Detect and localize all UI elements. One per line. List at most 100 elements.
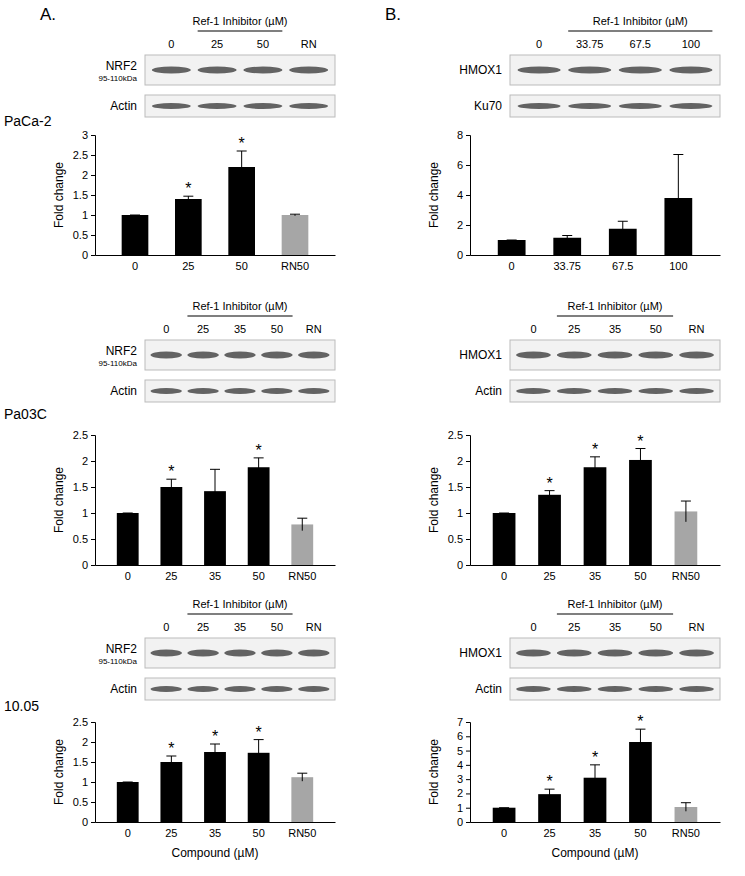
- error-bar: [562, 236, 572, 241]
- error-stem: [215, 469, 216, 513]
- x-axis: 0253550RN50: [471, 822, 721, 839]
- y-tick: 3: [457, 773, 470, 785]
- y-tick: 2: [457, 787, 470, 799]
- y-tick-label: 8: [457, 129, 463, 141]
- x-tick-label: 35: [209, 827, 221, 839]
- lane-label: 0: [536, 38, 542, 50]
- y-tick-label: 0.5: [448, 533, 463, 545]
- blot-band: [598, 686, 633, 692]
- y-tick: 8: [457, 129, 470, 141]
- y-axis: 01234567: [457, 716, 471, 828]
- x-axis-line: [471, 565, 721, 566]
- x-tick: 50: [634, 565, 646, 582]
- error-bar: [123, 782, 133, 783]
- blot-band: [638, 352, 673, 359]
- blot-band: [669, 103, 712, 109]
- y-tick-mark: [466, 135, 470, 136]
- y-tick-label: 0: [82, 559, 88, 571]
- blot-image: [145, 638, 335, 668]
- x-axis-title: Compound (µM): [552, 846, 639, 860]
- y-tick-label: 1: [457, 507, 463, 519]
- error-stem: [678, 155, 679, 242]
- error-bar: [166, 479, 176, 495]
- blot-label: Actin: [475, 682, 502, 696]
- x-tick-label: RN50: [288, 827, 316, 839]
- y-tick: 3: [82, 129, 95, 141]
- x-tick-label: 25: [165, 570, 177, 582]
- x-tick-label: RN50: [672, 827, 700, 839]
- panel-label: B.: [385, 5, 401, 24]
- plot-marks: [493, 449, 698, 565]
- bar: [538, 495, 561, 565]
- significance: *: [592, 749, 598, 766]
- y-tick-label: 0.5: [73, 796, 88, 808]
- blot-band: [598, 650, 633, 657]
- blot-band: [598, 388, 633, 394]
- blot-header: Ref-1 Inhibitor (µM): [193, 598, 288, 610]
- blot-band: [187, 388, 218, 394]
- blot-band: [261, 650, 292, 657]
- y-tick-label: 4: [457, 759, 463, 771]
- significance: *: [256, 442, 262, 459]
- error-stem: [215, 744, 216, 760]
- error-stem: [171, 756, 172, 768]
- error-cap: [681, 501, 691, 502]
- y-tick-label: 1.5: [448, 481, 463, 493]
- x-axis-line: [96, 565, 336, 566]
- error-bar: [590, 457, 600, 478]
- blot-band: [619, 67, 662, 74]
- error-bar: [545, 491, 555, 499]
- blot-band: [568, 103, 611, 109]
- y-tick-label: 6: [457, 730, 463, 742]
- lane-label: 0: [163, 621, 169, 633]
- blot-image: [145, 55, 335, 85]
- blot-image: [510, 380, 720, 402]
- x-axis: 0253550RN50: [471, 565, 721, 582]
- x-tick-label: 25: [543, 570, 555, 582]
- error-stem: [302, 518, 303, 530]
- blot-band: [151, 650, 182, 657]
- plot-marks: [122, 151, 309, 255]
- y-axis-line: [466, 136, 471, 256]
- blot-label: Actin: [110, 682, 137, 696]
- y-tick: 4: [457, 189, 470, 201]
- blot-band: [198, 67, 237, 74]
- error-bar: [166, 756, 176, 768]
- y-tick-label: 1: [82, 776, 88, 788]
- blot-label: Actin: [110, 99, 137, 113]
- blot-band: [151, 686, 182, 692]
- error-stem: [640, 729, 641, 755]
- x-tick: 0: [132, 255, 138, 272]
- significance: *: [185, 180, 191, 197]
- lane-label: 35: [609, 621, 621, 633]
- y-tick-mark: [91, 762, 95, 763]
- y-tick-label: 2: [457, 455, 463, 467]
- y-tick-label: 0.5: [73, 229, 88, 241]
- blot-band: [679, 686, 714, 692]
- error-stem: [549, 789, 550, 799]
- y-tick: 0: [457, 559, 470, 571]
- blot-band: [198, 103, 237, 109]
- x-tick: 50: [253, 565, 265, 582]
- blot-label: Actin: [475, 384, 502, 398]
- x-tick: 25: [543, 822, 555, 839]
- blot-band: [669, 67, 712, 74]
- blot-header: Ref-1 Inhibitor (µM): [568, 300, 663, 312]
- y-tick-label: 2: [457, 787, 463, 799]
- blot-image: [145, 678, 335, 700]
- y-tick-mark: [466, 461, 470, 462]
- y-tick: 0.5: [73, 796, 95, 808]
- y-axis-line: [466, 723, 471, 823]
- y-tick: 5: [457, 745, 470, 757]
- x-axis-line: [96, 822, 336, 823]
- bar: [117, 782, 139, 822]
- y-tick-mark: [466, 513, 470, 514]
- error-stem: [549, 491, 550, 499]
- lane-label: 50: [257, 38, 269, 50]
- y-tick-mark: [466, 751, 470, 752]
- significance: *: [168, 740, 174, 757]
- error-bar: [499, 513, 509, 514]
- error-bar: [237, 151, 247, 183]
- y-tick-mark: [91, 802, 95, 803]
- significance: *: [592, 441, 598, 458]
